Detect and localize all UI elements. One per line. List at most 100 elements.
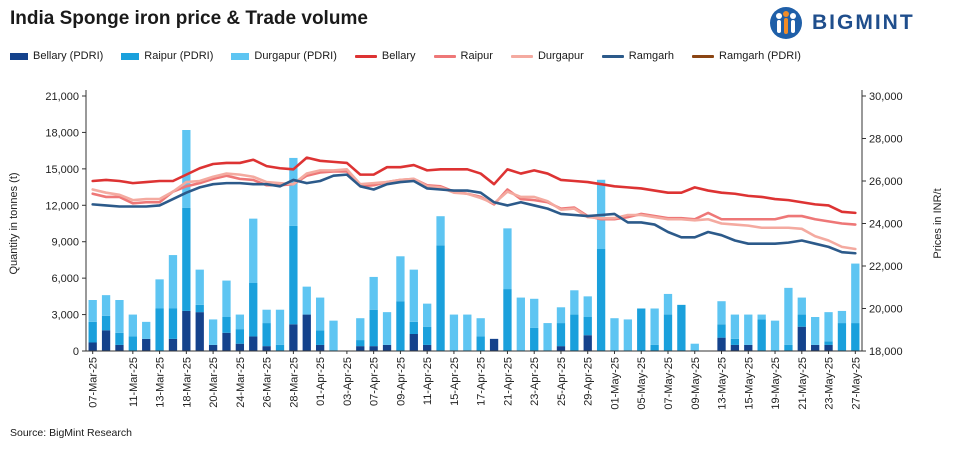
bar-durgapur-pdri <box>356 318 365 341</box>
bar-raipur-pdri <box>837 323 847 351</box>
bar-durgapur-pdri <box>824 312 833 342</box>
legend-label: Durgapur <box>537 50 584 62</box>
bar-raipur-pdri <box>88 321 97 343</box>
bar-raipur-pdri <box>195 304 204 313</box>
bar-durgapur-pdri <box>770 320 780 351</box>
bar-raipur-pdri <box>423 326 432 345</box>
bar-durgapur-pdri <box>302 286 311 315</box>
y-tick-label: 18,000 <box>45 127 79 139</box>
bar-durgapur-pdri <box>463 314 472 351</box>
legend-ramgarh: Ramgarh <box>601 50 675 62</box>
bar-bellary-pdri <box>262 346 271 351</box>
bar-bellary-pdri <box>369 346 378 351</box>
legend-bellary: Bellary <box>354 50 416 62</box>
bar-raipur-pdri <box>556 323 566 347</box>
x-tick-label: 13-Mar-25 <box>155 357 167 408</box>
x-tick-label: 25-Apr-25 <box>556 357 568 406</box>
bar-durgapur-pdri <box>423 303 432 327</box>
x-tick-label: 09-Apr-25 <box>395 357 407 406</box>
bar-durgapur-pdri <box>262 309 271 324</box>
y-tick-label: 0 <box>73 346 79 358</box>
legend-label: Durgapur (PDRI) <box>254 50 337 62</box>
bar-bellary-pdri <box>730 344 740 351</box>
bar-durgapur-pdri <box>235 314 245 330</box>
y-tick-label: 6,000 <box>51 273 79 285</box>
bar-bellary-pdri <box>717 337 726 351</box>
bar-durgapur-pdri <box>208 319 218 345</box>
legend-label: Raipur <box>460 50 493 62</box>
bar-bellary-pdri <box>115 344 124 351</box>
bar-durgapur-pdri <box>382 312 392 345</box>
bar-raipur-pdri <box>155 308 164 351</box>
line-layer <box>91 156 857 255</box>
line-bellary <box>91 156 857 215</box>
legend-label: Raipur (PDRI) <box>144 50 214 62</box>
bar-durgapur-pdri <box>275 309 285 345</box>
bar-durgapur-pdri <box>570 290 579 315</box>
legend-swatch <box>10 52 28 60</box>
x-tick-label: 07-Apr-25 <box>369 357 381 406</box>
bar-raipur-pdri <box>476 336 485 351</box>
y2-tick-label: 28,000 <box>869 134 903 146</box>
legend-swatch <box>231 52 250 60</box>
y2-axis-title: Prices in INR/t <box>932 188 944 258</box>
y-tick-label: 3,000 <box>51 310 79 322</box>
bar-durgapur-pdri <box>115 300 124 333</box>
x-tick-label: 24-Mar-25 <box>235 357 247 408</box>
bar-bellary-pdri <box>222 332 231 351</box>
bar-durgapur-pdri <box>610 318 619 351</box>
x-tick-label: 07-May-25 <box>663 357 675 410</box>
bar-bellary-pdri <box>88 342 97 351</box>
bar-durgapur-pdri <box>396 256 405 302</box>
bar-raipur-pdri <box>824 341 833 345</box>
bar-raipur-pdri <box>262 323 271 347</box>
legend-swatch <box>121 52 140 60</box>
legend-label: Bellary <box>381 50 416 62</box>
x-tick-label: 19-May-25 <box>770 357 782 410</box>
y-tick-label: 15,000 <box>45 164 79 176</box>
bar-durgapur-pdri <box>583 296 592 317</box>
x-tick-label: 21-May-25 <box>797 357 809 410</box>
chart-legend: Bellary (PDRI) Raipur (PDRI) Durgapur (PDR… <box>10 50 950 62</box>
bar-durgapur-pdri <box>503 228 512 290</box>
legend-label: Ramgarh (PDRI) <box>719 50 801 62</box>
bar-durgapur-pdri <box>851 263 860 324</box>
bar-bellary-pdri <box>302 314 311 351</box>
y-tick-label: 12,000 <box>45 200 79 212</box>
bar-durgapur-pdri <box>329 320 338 351</box>
x-tick-label: 07-Mar-25 <box>88 357 100 408</box>
bar-durgapur-pdri <box>650 308 659 345</box>
bar-durgapur-pdri <box>88 300 97 322</box>
bar-durgapur-pdri <box>369 276 378 310</box>
bar-durgapur-pdri <box>289 157 298 226</box>
bar-durgapur-pdri <box>409 269 418 322</box>
x-tick-label: 01-Apr-25 <box>315 357 327 406</box>
y-axis-title: Quantity in tonnes (t) <box>8 172 20 274</box>
bar-raipur-pdri <box>663 314 673 351</box>
bar-raipur-pdri <box>570 314 579 351</box>
bar-durgapur-pdri <box>195 269 204 305</box>
bar-bellary-pdri <box>168 338 178 351</box>
legend-label: Bellary (PDRI) <box>33 50 104 62</box>
bar-raipur-pdri <box>677 304 686 351</box>
bar-durgapur-pdri <box>744 314 753 345</box>
bar-raipur-pdri <box>717 324 726 338</box>
line-ramgarh <box>91 173 857 255</box>
bar-durgapur-pdri <box>436 216 445 246</box>
legend-label: Ramgarh <box>628 50 675 62</box>
bar-raipur-pdri <box>315 330 325 345</box>
legend-durgapur: Durgapur <box>510 50 584 62</box>
bar-raipur-pdri <box>851 323 860 351</box>
x-tick-label: 15-May-25 <box>743 357 755 410</box>
bar-raipur-pdri <box>289 225 298 325</box>
bar-bellary-pdri <box>744 344 753 351</box>
bar-durgapur-pdri <box>142 321 151 339</box>
bar-durgapur-pdri <box>543 323 552 351</box>
bar-durgapur-pdri <box>837 310 847 324</box>
bar-durgapur-pdri <box>516 297 525 351</box>
bar-bellary-pdri <box>356 346 365 351</box>
bar-bellary-pdri <box>101 330 111 351</box>
bar-raipur-pdri <box>249 283 258 337</box>
bar-durgapur-pdri <box>757 314 766 320</box>
line-durgapur <box>91 168 857 251</box>
